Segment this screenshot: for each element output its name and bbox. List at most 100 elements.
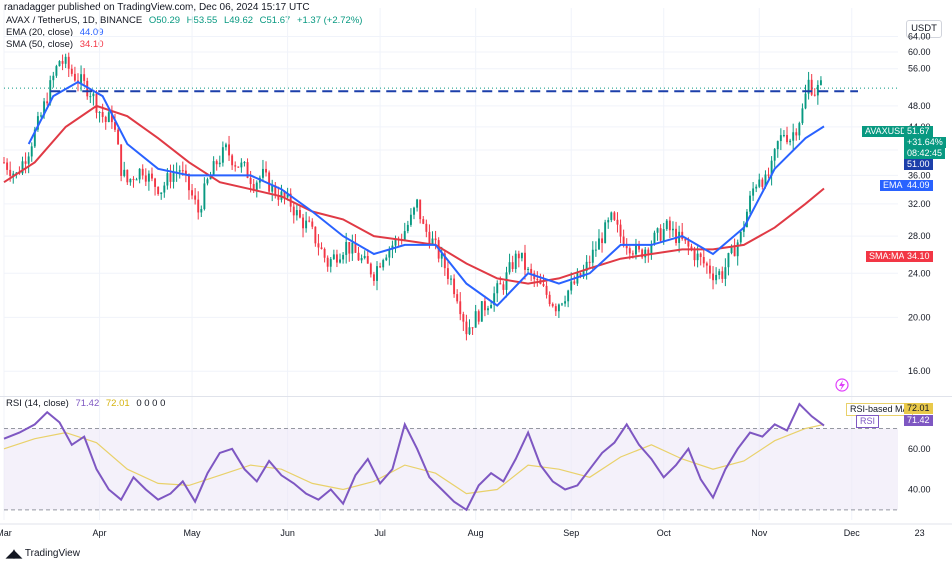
candle-body — [514, 253, 517, 270]
candle-body — [813, 94, 816, 96]
candle-body — [801, 108, 804, 124]
candle-body — [413, 207, 415, 215]
candle-body — [231, 155, 234, 166]
candle-body — [252, 184, 255, 191]
candle-body — [770, 160, 773, 176]
time-axis[interactable]: Mar Apr May Jun Jul Aug Sep Oct Nov Dec 23 — [0, 523, 952, 538]
rsi-info-line[interactable]: RSI (14, close) 71.42 72.01 0 0 0 0 — [6, 398, 169, 409]
rsi-line[interactable] — [3, 402, 825, 512]
candle-body — [622, 236, 625, 246]
candle-body — [789, 140, 792, 143]
candle-body — [434, 238, 437, 241]
low-value: L49.62 — [223, 15, 254, 26]
candle-body — [225, 144, 227, 148]
price-tick-label: 20.00 — [908, 312, 931, 322]
time-tick-label: May — [184, 528, 202, 538]
price-tick-label: 64.00 — [908, 31, 931, 41]
candle-body — [314, 226, 317, 244]
rsi-ma-value-tag: 72.01 — [904, 403, 933, 414]
candle-body — [675, 228, 677, 243]
candle-body — [601, 238, 604, 244]
candle-body — [265, 168, 267, 173]
time-tick-label: Oct — [657, 528, 672, 538]
candle-body — [570, 281, 573, 291]
ema-value-tag: 44.09 — [904, 180, 933, 191]
candle-body — [557, 304, 560, 312]
publish-header: ranadagger published on TradingView.com,… — [4, 2, 310, 13]
candle-body — [721, 271, 724, 279]
ema-value: 44.09 — [79, 27, 104, 38]
candle-body — [730, 246, 733, 254]
candle-body — [662, 229, 665, 241]
candle-body — [745, 211, 748, 228]
candle-body — [268, 172, 271, 192]
price-tick-label: 24.00 — [908, 268, 931, 278]
candle-body — [110, 112, 113, 123]
candle-body — [668, 220, 671, 231]
price-tick-label: 32.00 — [908, 199, 931, 209]
candle-body — [749, 195, 751, 212]
candle-body — [650, 244, 653, 254]
rsi-name-tag: RSI — [856, 415, 880, 428]
candle-body — [816, 84, 819, 96]
candle-body — [702, 257, 705, 264]
candle-body — [320, 247, 323, 249]
candle-body — [443, 253, 446, 269]
candle-body — [363, 255, 366, 259]
candle-body — [752, 188, 755, 196]
rsi-ma-value: 72.01 — [105, 398, 130, 409]
candle-body — [354, 242, 357, 253]
candle-body — [197, 199, 200, 213]
candle-body — [323, 248, 326, 258]
candle-body — [40, 115, 42, 117]
candle-body — [345, 241, 348, 255]
time-tick-label: Jul — [374, 528, 386, 538]
candle-body — [496, 283, 499, 294]
candle-body — [126, 169, 129, 183]
high-value: H53.55 — [186, 15, 218, 26]
price-symbol-tag: AVAXUSDT — [862, 126, 916, 137]
sma-line[interactable] — [3, 104, 825, 285]
candle-body — [567, 290, 570, 302]
candle-body — [117, 129, 120, 145]
candle-body — [123, 169, 126, 176]
price-axis[interactable]: 64.0060.0056.0048.0044.0040.0036.0032.00… — [908, 31, 931, 376]
candle-body — [733, 246, 736, 257]
candle-body — [431, 238, 434, 245]
candle-body — [3, 162, 5, 164]
candle-body — [46, 101, 49, 104]
candle-body — [419, 199, 422, 220]
candle-body — [403, 231, 406, 241]
price-tick-label: 56.00 — [908, 64, 931, 74]
candle-body — [459, 301, 462, 315]
ema-info-line[interactable]: EMA (20, close) 44.09 — [6, 27, 107, 38]
candle-body — [776, 141, 779, 150]
candle-body — [616, 219, 619, 225]
candle-body — [249, 177, 252, 185]
candle-body — [468, 327, 471, 335]
candle-body — [792, 132, 795, 141]
sma-info-line[interactable]: SMA (50, close) 34.10 — [6, 39, 107, 50]
candle-body — [588, 261, 591, 263]
candle-body — [548, 294, 551, 305]
tradingview-logo[interactable]: ◢◣ TradingView — [6, 547, 80, 560]
candle-body — [73, 73, 76, 81]
candle-body — [755, 186, 758, 189]
candle-body — [357, 252, 360, 261]
price-pct-tag: +31.64% — [904, 137, 946, 148]
lightning-icon[interactable] — [835, 378, 849, 392]
rsi-ma-line[interactable] — [3, 423, 825, 495]
candle-body — [132, 178, 135, 180]
level-tag: 51.00 — [904, 159, 933, 170]
candle-body — [406, 224, 409, 232]
candle-body — [425, 223, 428, 232]
candle-body — [527, 268, 530, 270]
ema-line[interactable] — [27, 80, 825, 307]
candle-body — [665, 220, 668, 230]
candle-body — [372, 274, 375, 281]
symbol-name[interactable]: AVAX / TetherUS, 1D, BINANCE — [6, 15, 143, 26]
candle-body — [638, 244, 641, 250]
currency-button[interactable]: USDT — [906, 20, 942, 38]
rsi-label: RSI (14, close) — [6, 398, 69, 409]
